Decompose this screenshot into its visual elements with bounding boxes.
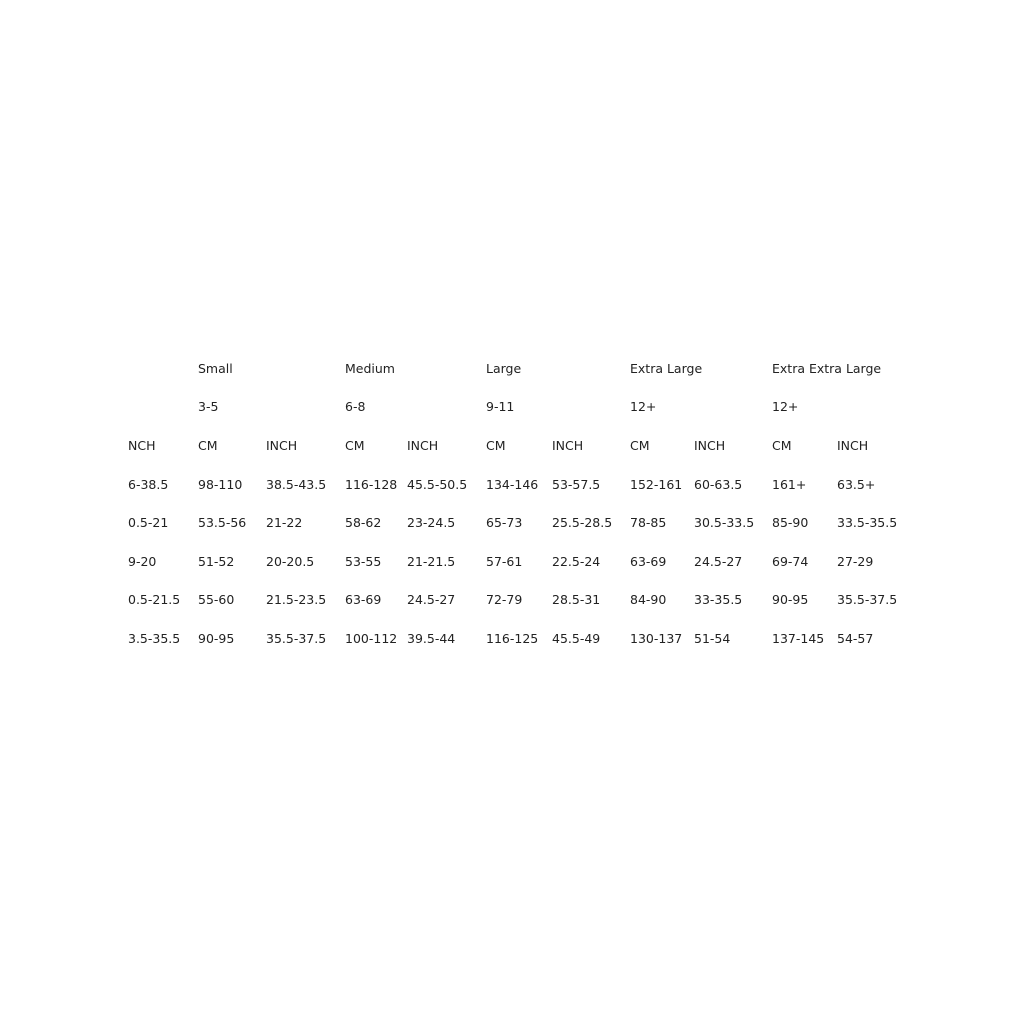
unit-header: CM bbox=[486, 438, 506, 453]
table-cell: 22.5-24 bbox=[552, 554, 601, 569]
table-cell: 0.5-21.5 bbox=[128, 592, 181, 607]
size-chart-table: Small 3-5 Medium 6-8 Large 9-11 Extra Large 12+… bbox=[128, 360, 928, 670]
table-cell: 60-63.5 bbox=[694, 477, 743, 492]
table-cell: 39.5-44 bbox=[407, 631, 456, 646]
unit-header: INCH bbox=[837, 438, 869, 453]
table-cell: 53.5-56 bbox=[198, 515, 247, 530]
table-cell: 33-35.5 bbox=[694, 592, 743, 607]
table-cell: 65-73 bbox=[486, 515, 523, 530]
age-range: 6-8 bbox=[345, 399, 366, 414]
table-cell: 38.5-43.5 bbox=[266, 477, 327, 492]
table-cell: 21-21.5 bbox=[407, 554, 456, 569]
unit-header: INCH bbox=[266, 438, 298, 453]
table-cell: 51-54 bbox=[694, 631, 731, 646]
table-cell: 35.5-37.5 bbox=[837, 592, 898, 607]
table-cell: 6-38.5 bbox=[128, 477, 169, 492]
unit-header: INCH bbox=[407, 438, 439, 453]
table-cell: 69-74 bbox=[772, 554, 809, 569]
table-cell: 53-55 bbox=[345, 554, 382, 569]
table-cell: 90-95 bbox=[198, 631, 235, 646]
table-cell: 63-69 bbox=[345, 592, 382, 607]
table-cell: 24.5-27 bbox=[407, 592, 456, 607]
table-cell: 28.5-31 bbox=[552, 592, 601, 607]
table-cell: 51-52 bbox=[198, 554, 235, 569]
table-cell: 58-62 bbox=[345, 515, 382, 530]
table-cell: 24.5-27 bbox=[694, 554, 743, 569]
table-cell: 45.5-49 bbox=[552, 631, 601, 646]
table-cell: 100-112 bbox=[345, 631, 398, 646]
table-cell: 57-61 bbox=[486, 554, 523, 569]
table-cell: 152-161 bbox=[630, 477, 683, 492]
table-cell: 27-29 bbox=[837, 554, 874, 569]
size-label: Medium bbox=[345, 361, 395, 376]
age-range: 12+ bbox=[630, 399, 657, 414]
table-cell: 54-57 bbox=[837, 631, 874, 646]
table-cell: 90-95 bbox=[772, 592, 809, 607]
table-cell: 23-24.5 bbox=[407, 515, 456, 530]
table-cell: 55-60 bbox=[198, 592, 235, 607]
table-cell: 45.5-50.5 bbox=[407, 477, 468, 492]
table-cell: 78-85 bbox=[630, 515, 667, 530]
table-cell: 0.5-21 bbox=[128, 515, 169, 530]
size-label: Small bbox=[198, 361, 233, 376]
table-cell: 85-90 bbox=[772, 515, 809, 530]
unit-header: CM bbox=[198, 438, 218, 453]
table-cell: 20-20.5 bbox=[266, 554, 315, 569]
table-cell: 53-57.5 bbox=[552, 477, 601, 492]
table-cell: 9-20 bbox=[128, 554, 157, 569]
size-label: Extra Large bbox=[630, 361, 703, 376]
age-range: 3-5 bbox=[198, 399, 219, 414]
table-cell: 130-137 bbox=[630, 631, 683, 646]
unit-header: INCH bbox=[694, 438, 726, 453]
size-label: Extra Extra Large bbox=[772, 361, 882, 376]
unit-header: NCH bbox=[128, 438, 156, 453]
table-cell: 98-110 bbox=[198, 477, 243, 492]
table-cell: 84-90 bbox=[630, 592, 667, 607]
table-cell: 116-125 bbox=[486, 631, 539, 646]
table-cell: 21.5-23.5 bbox=[266, 592, 327, 607]
table-cell: 21-22 bbox=[266, 515, 303, 530]
unit-header: CM bbox=[772, 438, 792, 453]
age-range: 12+ bbox=[772, 399, 799, 414]
table-cell: 30.5-33.5 bbox=[694, 515, 755, 530]
table-cell: 63.5+ bbox=[837, 477, 876, 492]
table-cell: 134-146 bbox=[486, 477, 539, 492]
unit-header: INCH bbox=[552, 438, 584, 453]
table-cell: 33.5-35.5 bbox=[837, 515, 898, 530]
unit-header: CM bbox=[630, 438, 650, 453]
age-range: 9-11 bbox=[486, 399, 515, 414]
table-cell: 72-79 bbox=[486, 592, 523, 607]
table-cell: 63-69 bbox=[630, 554, 667, 569]
size-label: Large bbox=[486, 361, 522, 376]
table-cell: 3.5-35.5 bbox=[128, 631, 181, 646]
unit-header: CM bbox=[345, 438, 365, 453]
table-cell: 35.5-37.5 bbox=[266, 631, 327, 646]
table-cell: 116-128 bbox=[345, 477, 398, 492]
table-cell: 161+ bbox=[772, 477, 807, 492]
table-cell: 137-145 bbox=[772, 631, 825, 646]
table-cell: 25.5-28.5 bbox=[552, 515, 613, 530]
